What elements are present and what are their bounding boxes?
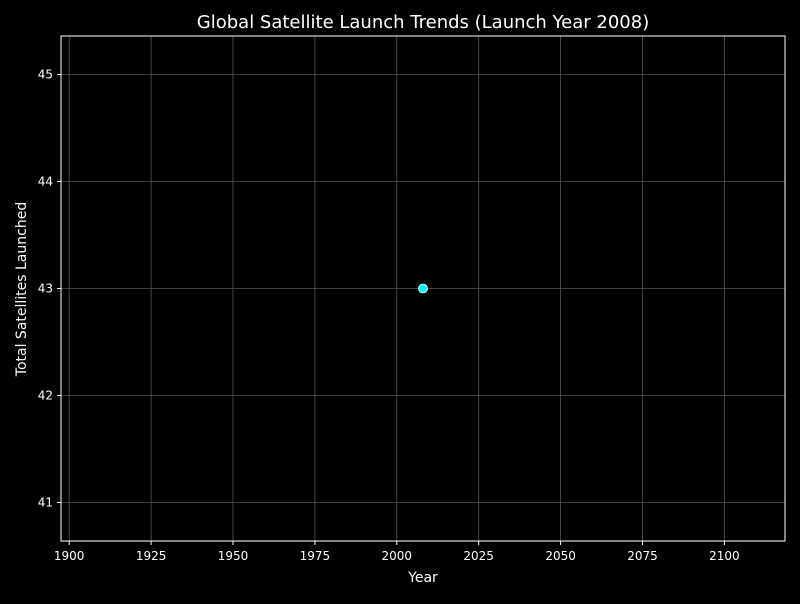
- y-axis-ticks: 41 42 43 44 45: [38, 68, 61, 509]
- x-tick-label: 2100: [709, 549, 740, 563]
- x-axis-ticks: 1900 1925 1950 1975 2000 2025 2050 2075 2100: [54, 541, 740, 563]
- chart-title: Global Satellite Launch Trends (Launch Y…: [197, 12, 649, 33]
- y-tick-label: 44: [38, 175, 53, 189]
- y-axis-label: Total Satellites Launched: [14, 202, 30, 377]
- y-tick-label: 43: [38, 282, 53, 296]
- y-tick-label: 45: [38, 68, 53, 82]
- x-tick-label: 2075: [627, 549, 658, 563]
- x-tick-label: 2050: [545, 549, 576, 563]
- x-tick-label: 2000: [382, 549, 413, 563]
- data-point: [418, 283, 428, 294]
- x-tick-label: 1950: [218, 549, 249, 563]
- y-tick-label: 41: [38, 495, 53, 509]
- x-tick-label: 1900: [54, 549, 85, 563]
- grid: [61, 36, 785, 541]
- x-tick-label: 2025: [463, 549, 494, 563]
- x-tick-label: 1975: [300, 549, 331, 563]
- data-points: [418, 283, 428, 294]
- x-axis-label: Year: [407, 570, 438, 586]
- y-tick-label: 42: [38, 388, 53, 402]
- x-tick-label: 1925: [136, 549, 167, 563]
